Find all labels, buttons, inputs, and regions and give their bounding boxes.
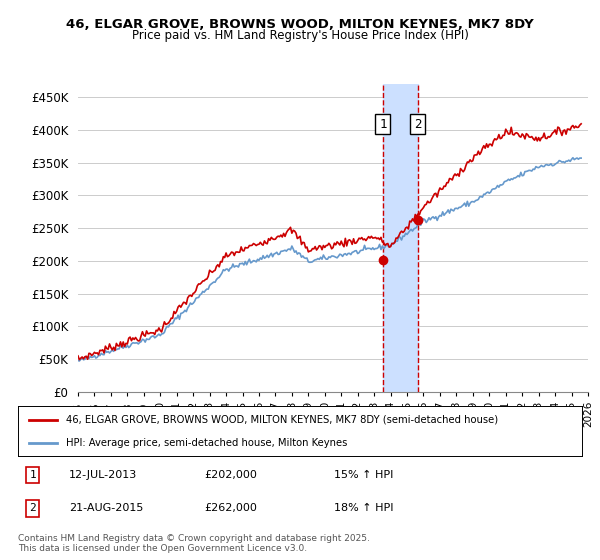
Text: 46, ELGAR GROVE, BROWNS WOOD, MILTON KEYNES, MK7 8DY: 46, ELGAR GROVE, BROWNS WOOD, MILTON KEY… bbox=[66, 18, 534, 31]
Text: 1: 1 bbox=[379, 118, 386, 130]
Text: £202,000: £202,000 bbox=[204, 470, 257, 480]
Text: 2: 2 bbox=[414, 118, 421, 130]
Text: £262,000: £262,000 bbox=[204, 503, 257, 514]
Text: 18% ↑ HPI: 18% ↑ HPI bbox=[334, 503, 394, 514]
Text: 1: 1 bbox=[29, 470, 36, 480]
Text: Contains HM Land Registry data © Crown copyright and database right 2025.
This d: Contains HM Land Registry data © Crown c… bbox=[18, 534, 370, 553]
Text: HPI: Average price, semi-detached house, Milton Keynes: HPI: Average price, semi-detached house,… bbox=[66, 438, 347, 448]
Text: 21-AUG-2015: 21-AUG-2015 bbox=[69, 503, 143, 514]
Bar bbox=[383, 84, 418, 392]
Text: 15% ↑ HPI: 15% ↑ HPI bbox=[334, 470, 393, 480]
Text: 46, ELGAR GROVE, BROWNS WOOD, MILTON KEYNES, MK7 8DY (semi-detached house): 46, ELGAR GROVE, BROWNS WOOD, MILTON KEY… bbox=[66, 414, 498, 424]
Text: 2: 2 bbox=[29, 503, 36, 514]
Text: 12-JUL-2013: 12-JUL-2013 bbox=[69, 470, 137, 480]
Text: Price paid vs. HM Land Registry's House Price Index (HPI): Price paid vs. HM Land Registry's House … bbox=[131, 29, 469, 42]
